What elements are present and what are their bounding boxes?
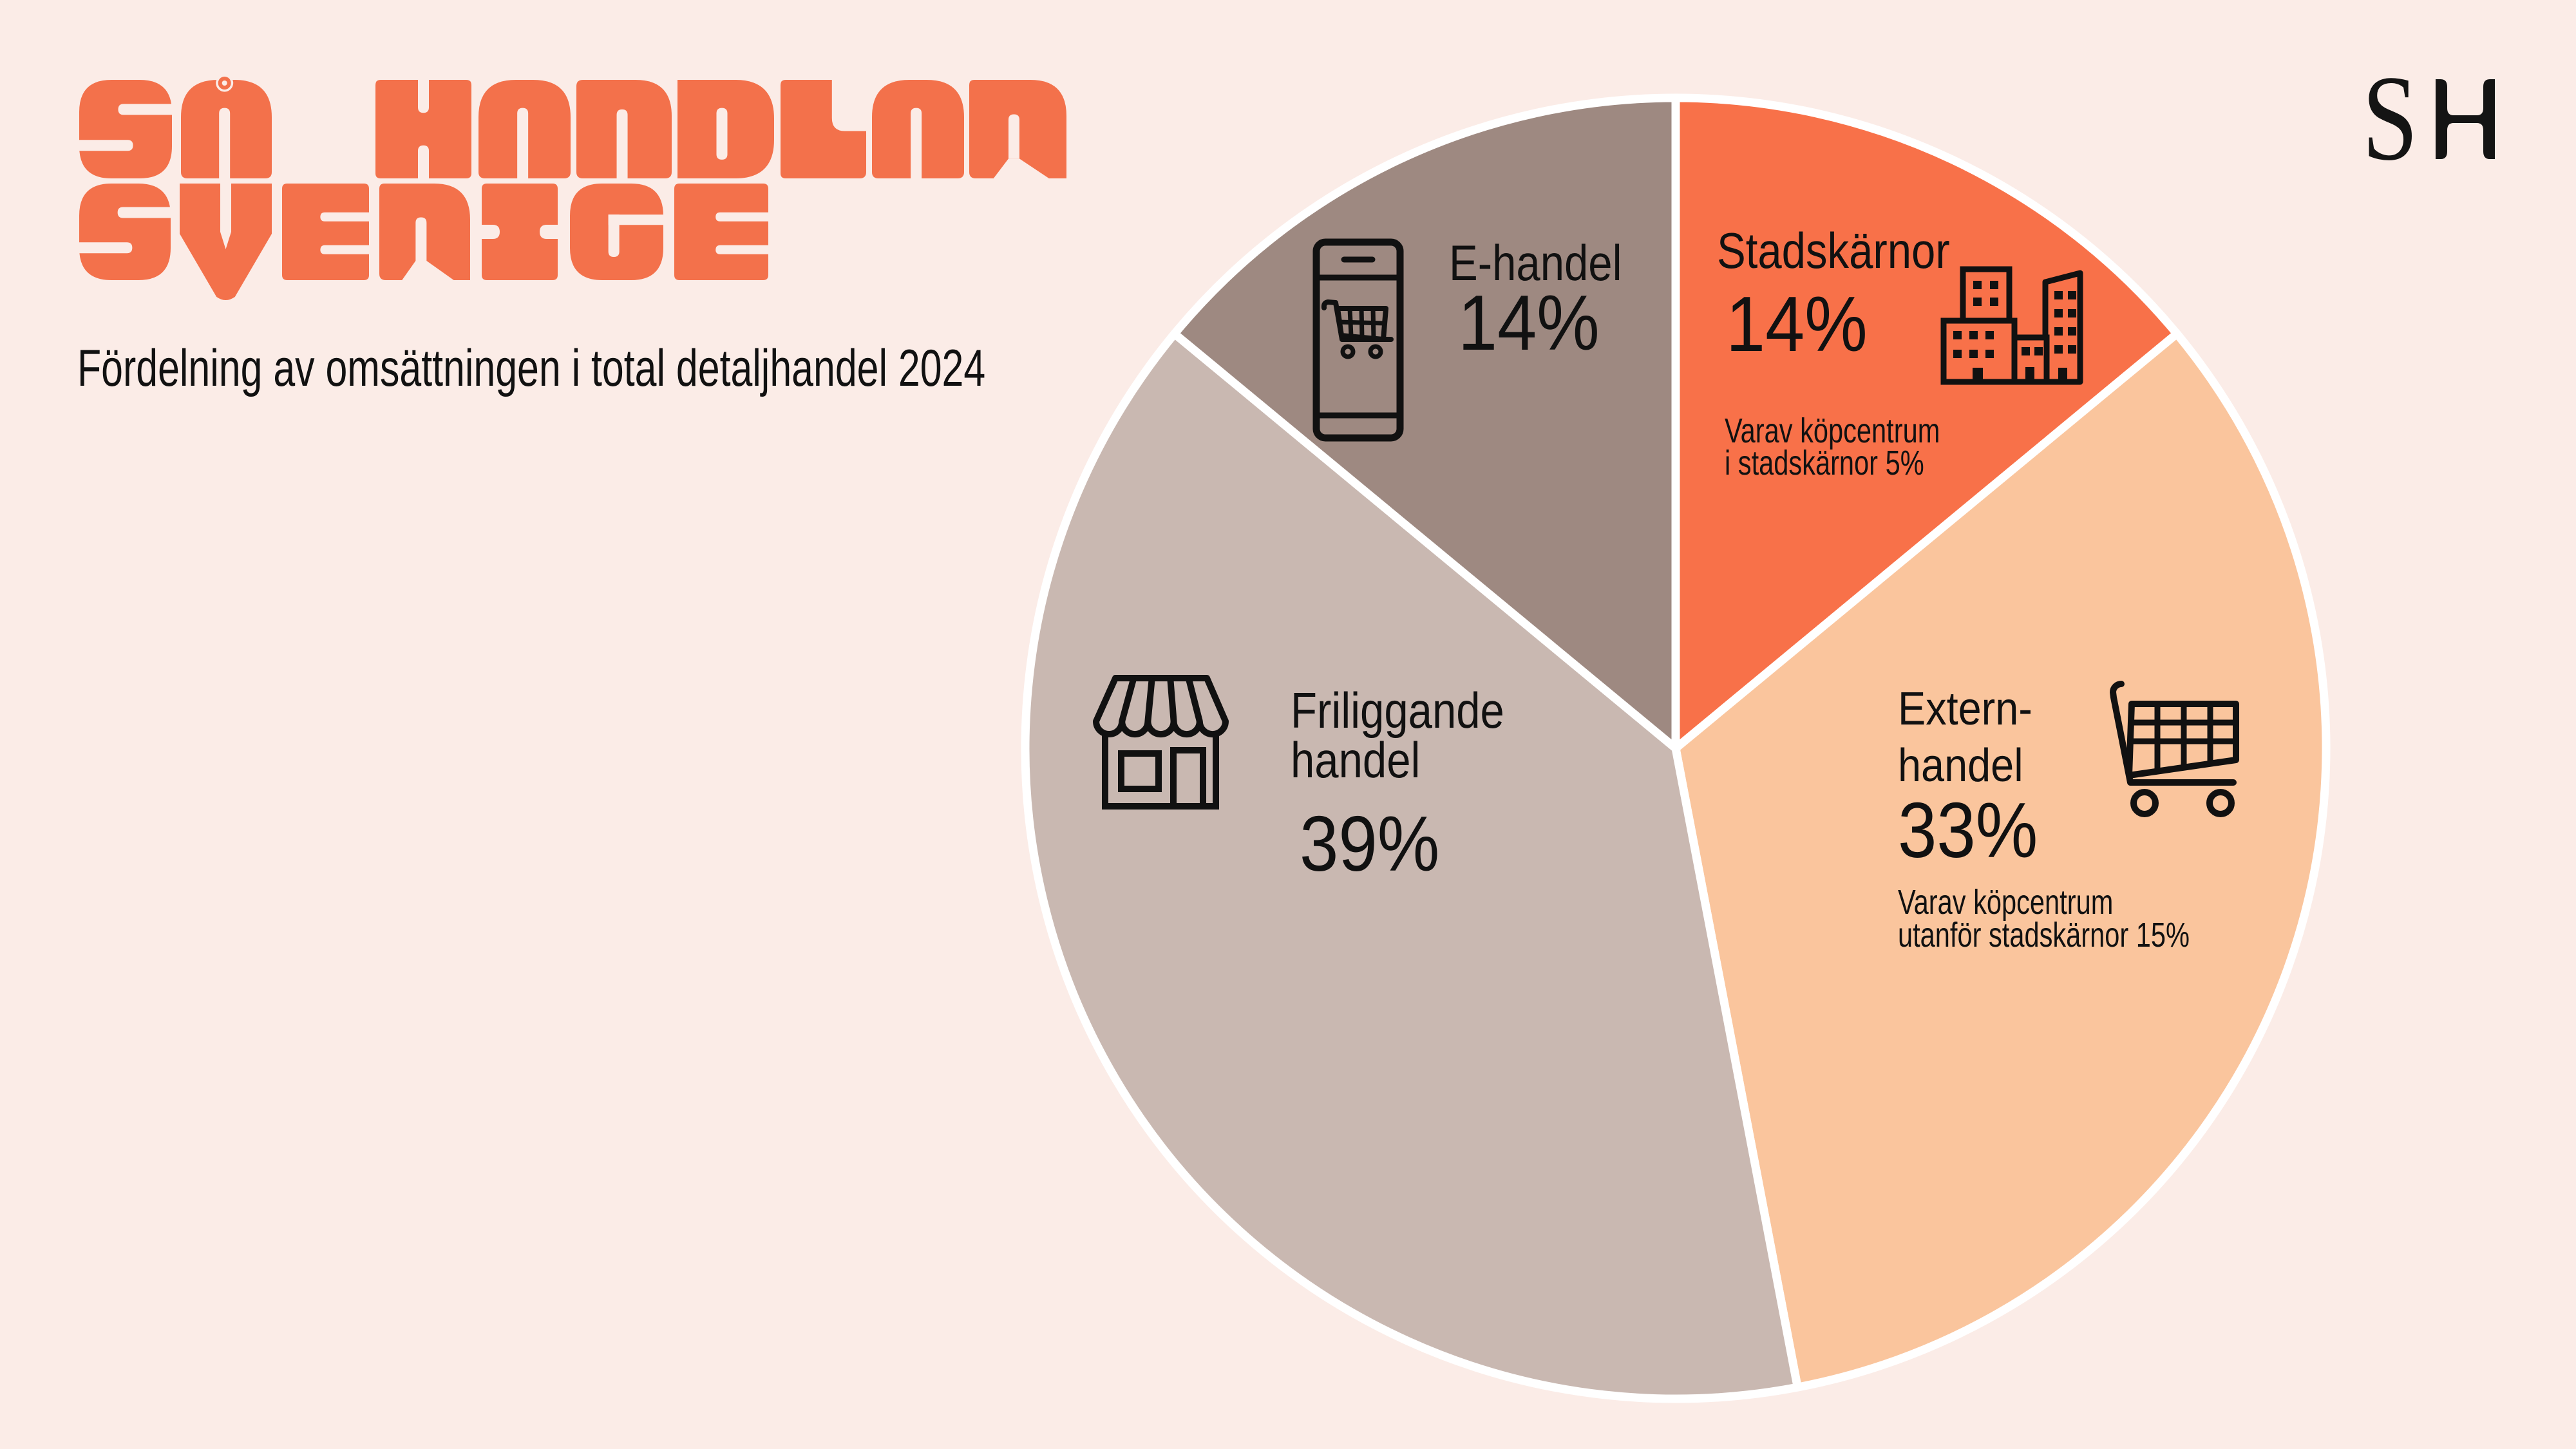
svg-text:S: S (2362, 50, 2418, 185)
